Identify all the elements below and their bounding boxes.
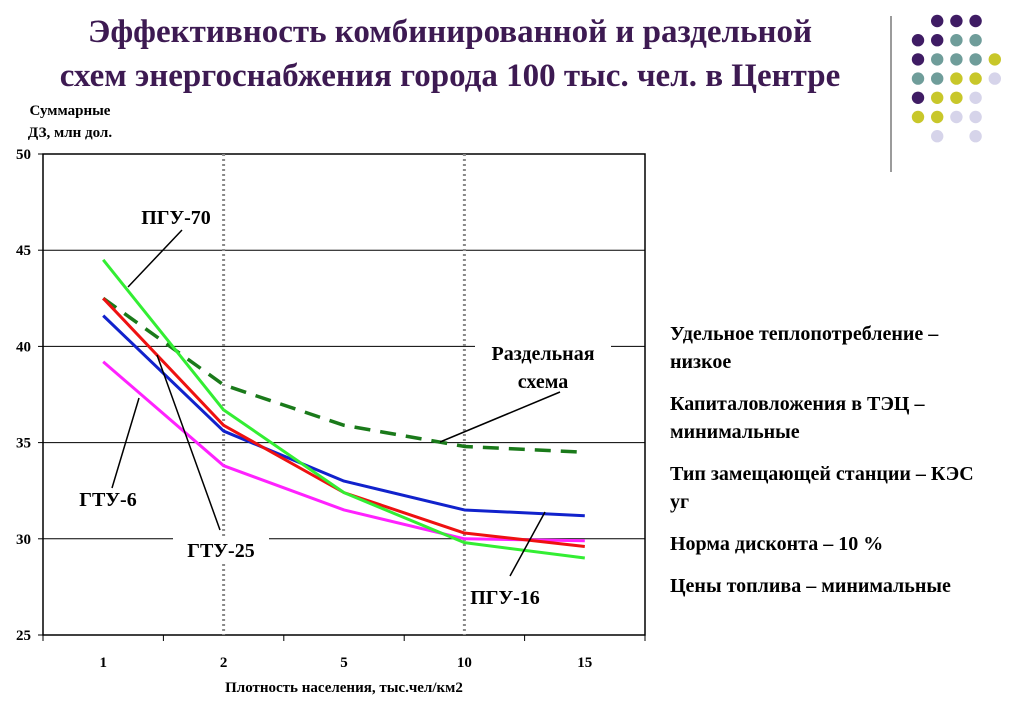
decorative-dot (931, 110, 944, 124)
x-tick-label: 15 (577, 655, 592, 671)
series-label-pgu16: ПГУ-16 (470, 587, 540, 609)
decorative-dot (931, 53, 944, 66)
x-tick-label: 10 (457, 655, 472, 671)
x-tick-label: 1 (99, 655, 107, 671)
decorative-dot (969, 14, 982, 28)
series-label-gtu6: ГТУ-6 (79, 489, 136, 511)
leader-line (509, 511, 546, 577)
series-label-separate-bg (475, 338, 611, 398)
plot-area (42, 153, 646, 636)
decorative-dot (969, 91, 982, 105)
y-tick-label: 35 (16, 436, 31, 452)
leader-line (127, 229, 183, 288)
decorative-dot (911, 110, 925, 124)
series-label-gtu25-bg (173, 536, 269, 564)
decorative-dot (988, 72, 1001, 85)
decorative-dot (988, 53, 1001, 66)
y-tick-label: 45 (16, 243, 31, 259)
condition-note: Капиталовложения в ТЭЦ – минимальные (670, 393, 925, 443)
series-line-3 (102, 314, 585, 518)
x-axis-label: Плотность населения, тыс.чел/км2 (225, 680, 463, 696)
chart-title-line2: схем энергоснабжения города 100 тыс. чел… (59, 58, 841, 94)
x-tick-label: 5 (340, 655, 348, 671)
decorative-dot (950, 110, 963, 124)
decorative-dot (969, 34, 982, 47)
conditions-list: Удельное теплопотребление – низкое Капита… (670, 320, 990, 614)
decorative-dot (950, 91, 963, 105)
decorative-dot (911, 91, 925, 105)
condition-note: Тип замещающей станции – КЭС уг (670, 463, 974, 513)
leader-line (439, 391, 561, 443)
series-line-2 (102, 360, 585, 543)
series-label-gtu25: ГТУ-25 (187, 540, 254, 562)
chart-title-line1: Эффективность комбинированной и раздельн… (87, 14, 813, 50)
decorative-dot (950, 34, 963, 47)
decorative-dot (950, 14, 963, 28)
y-tick-label: 50 (16, 147, 31, 163)
y-axis-label-line2: ДЗ, млн дол. (27, 125, 113, 141)
condition-note: Удельное теплопотребление – низкое (670, 323, 939, 373)
decorative-dot (931, 14, 944, 28)
leader-line (111, 397, 140, 489)
decorative-dot (969, 72, 982, 85)
y-tick-label: 30 (16, 532, 31, 548)
y-axis-label: Суммарные ДЗ, млн дол. (6, 100, 134, 144)
series-label-separate-line1: Раздельная (491, 343, 594, 365)
decorative-dot (969, 130, 982, 143)
decorative-dot (911, 53, 925, 66)
decorative-dot (911, 72, 925, 85)
y-tick-label: 25 (16, 628, 31, 644)
decorative-dot (931, 91, 944, 105)
series-label-separate-line2: схема (518, 371, 568, 393)
leader-line (156, 354, 221, 531)
series-line-4 (102, 296, 585, 454)
decorative-dot (931, 34, 944, 47)
decorative-dot (950, 72, 963, 85)
decorative-dot (969, 110, 982, 124)
decorative-dot (911, 34, 925, 47)
decorative-dot (969, 53, 982, 66)
condition-note: Цены топлива – минимальные (670, 575, 951, 597)
series-label-pgu70: ПГУ-70 (141, 207, 211, 229)
y-axis-label-line1: Суммарные (29, 103, 111, 119)
x-tick-label: 2 (220, 655, 228, 671)
decorative-dot (950, 53, 963, 66)
chart-title: Эффективность комбинированной и раздельн… (0, 10, 900, 98)
series-line-0 (102, 258, 585, 560)
y-tick-label: 40 (16, 339, 31, 355)
decorative-dot (931, 72, 944, 85)
condition-note: Норма дисконта – 10 % (670, 533, 884, 555)
decorative-dot (931, 130, 944, 143)
